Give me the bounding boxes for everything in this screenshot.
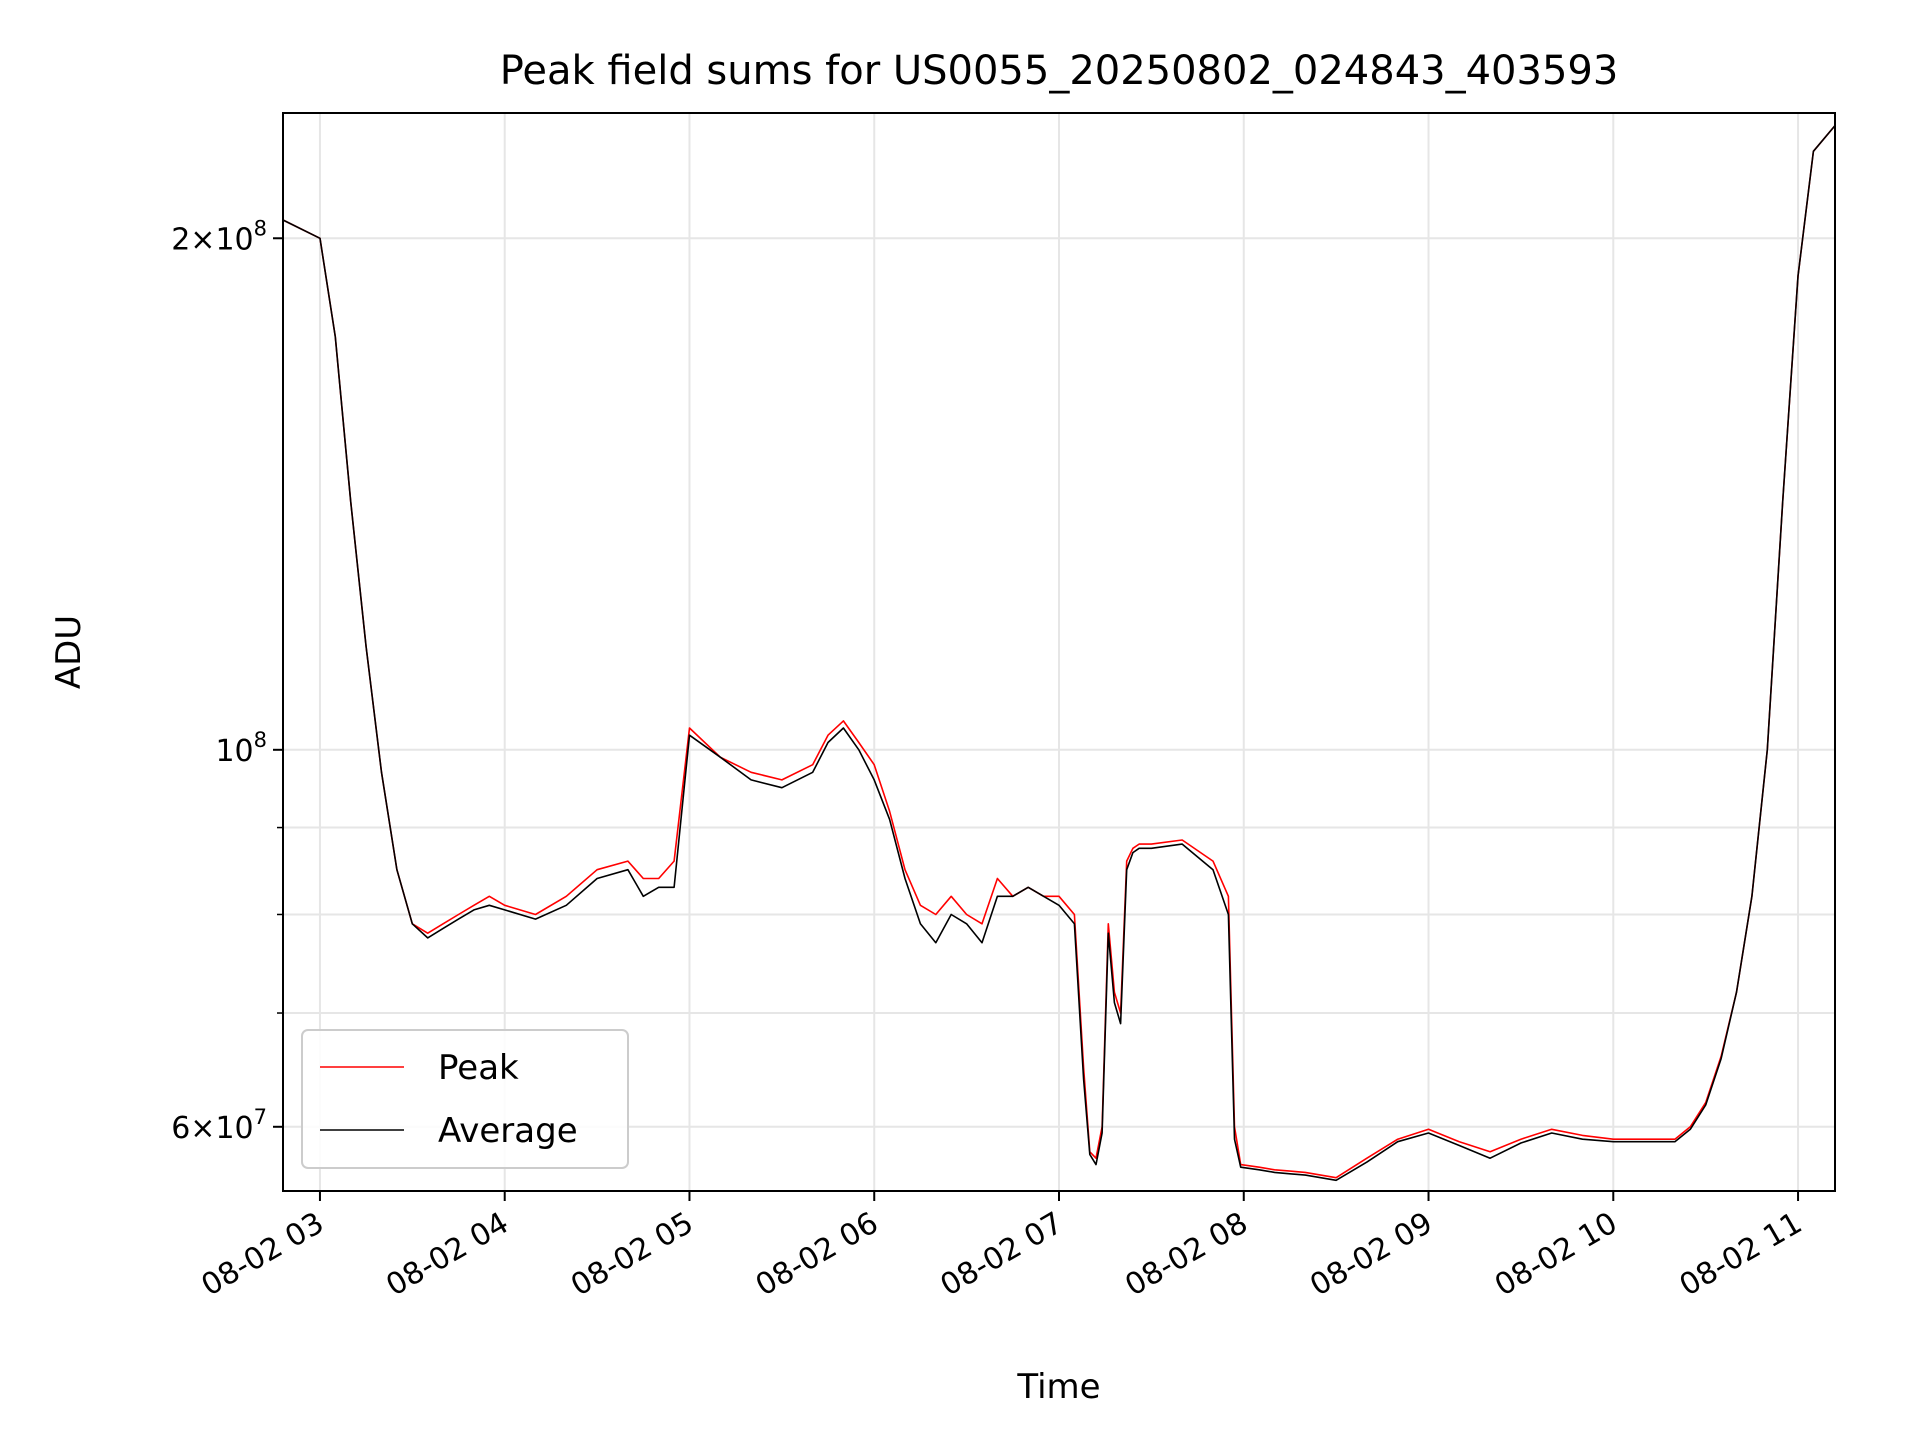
x-tick-label: 08-02 07 xyxy=(935,1206,1069,1304)
y-tick-label: 2×108 xyxy=(171,216,267,257)
legend-label-average: Average xyxy=(438,1111,578,1151)
x-tick-label: 08-02 04 xyxy=(380,1206,514,1304)
x-tick-label: 08-02 10 xyxy=(1489,1206,1623,1304)
legend: Peak Average xyxy=(301,1029,629,1169)
y-tick-mantissa: 6× xyxy=(171,1111,215,1146)
legend-label-peak: Peak xyxy=(438,1048,519,1088)
x-tick-label: 08-02 06 xyxy=(750,1206,884,1304)
y-tick-base: 10 xyxy=(215,222,253,257)
x-tick-label: 08-02 03 xyxy=(196,1206,330,1304)
y-tick-label: 108 xyxy=(215,728,267,769)
y-tick-mantissa: 2× xyxy=(171,222,215,257)
x-tick-label: 08-02 08 xyxy=(1119,1206,1253,1304)
series-line-average xyxy=(282,125,1836,1182)
y-tick-base: 10 xyxy=(215,734,253,769)
grid xyxy=(283,113,1835,1191)
y-axis-label: ADU xyxy=(49,615,89,689)
x-tick-label: 08-02 11 xyxy=(1674,1206,1808,1304)
y-tick-exponent: 8 xyxy=(254,728,267,752)
x-axis-ticks: 08-02 03 08-02 04 08-02 05 08-02 06 08-02 07… xyxy=(196,1191,1808,1303)
legend-box xyxy=(301,1029,629,1169)
x-axis-label: Time xyxy=(1016,1367,1100,1407)
y-tick-label: 6×107 xyxy=(171,1105,267,1146)
y-tick-exponent: 8 xyxy=(254,216,267,240)
y-tick-exponent: 7 xyxy=(254,1105,267,1129)
x-tick-label: 08-02 05 xyxy=(565,1206,699,1304)
x-tick-label: 08-02 09 xyxy=(1304,1206,1438,1304)
plot-lines xyxy=(282,125,1836,1182)
chart-title: Peak field sums for US0055_20250802_0248… xyxy=(500,48,1619,94)
y-tick-base: 10 xyxy=(215,1111,253,1146)
